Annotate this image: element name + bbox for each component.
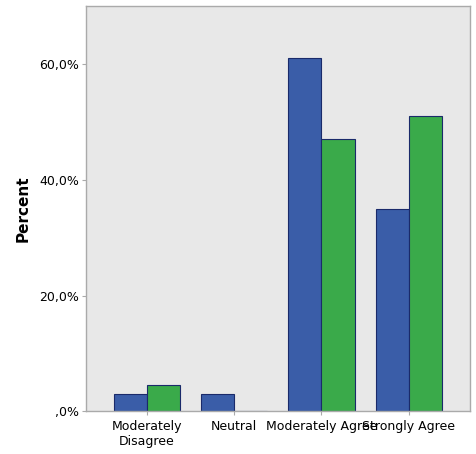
- Bar: [376, 209, 409, 411]
- Bar: [114, 394, 147, 411]
- Bar: [201, 394, 234, 411]
- Bar: [409, 116, 442, 411]
- Bar: [321, 139, 355, 411]
- Y-axis label: Percent: Percent: [16, 176, 31, 242]
- Bar: [288, 59, 321, 411]
- Bar: [147, 385, 180, 411]
